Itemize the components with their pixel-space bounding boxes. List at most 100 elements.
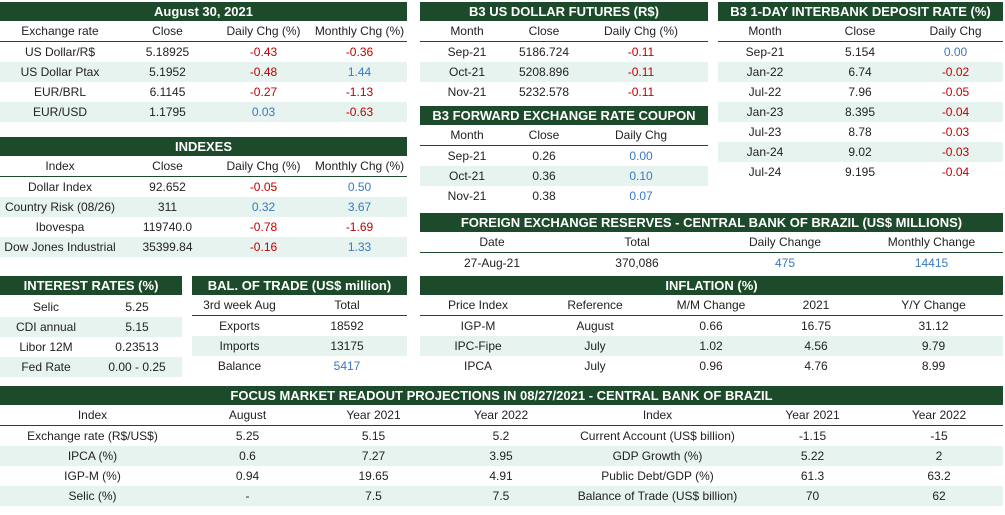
- column-header: Index: [77, 408, 108, 422]
- table-cell: August: [576, 319, 614, 333]
- header-row: Date Total Daily Change Monthly Change: [420, 232, 1003, 253]
- table-cell: 27-Aug-21: [463, 256, 521, 270]
- table-row: IGP-M August 0.66 16.75 31.12: [420, 316, 1003, 336]
- table-cell: Oct-21: [448, 65, 485, 79]
- table-cell: 1.44: [347, 65, 372, 79]
- table-cell: Selic (%): [68, 489, 117, 503]
- table-cell: 0.00: [629, 149, 653, 163]
- table-cell: Dollar Index: [27, 180, 93, 194]
- column-header: Monthly Chg (%): [314, 24, 405, 38]
- table-cell: 0.6: [239, 449, 256, 463]
- table-cell: IGP-M (%): [64, 469, 121, 483]
- table-cell: 0.00 - 0.25: [108, 360, 166, 374]
- table-cell: -0.03: [941, 145, 970, 159]
- table-cell: CDI annual: [15, 320, 77, 334]
- table-row: Imports 13175: [192, 336, 407, 356]
- table-cell: 0.96: [699, 359, 723, 373]
- table-title: INDEXES: [0, 137, 407, 156]
- table-cell: 19.65: [358, 469, 389, 483]
- table-row: Jul-23 8.78 -0.03: [718, 122, 1003, 142]
- table-row: Nov-21 0.38 0.07: [420, 186, 708, 206]
- table-cell: Sep-21: [745, 45, 785, 59]
- table-cell: 31.12: [918, 319, 949, 333]
- column-header: Index: [45, 159, 75, 173]
- table-cell: -0.43: [249, 45, 278, 59]
- table-row: Oct-21 0.36 0.10: [420, 166, 708, 186]
- table-panel: B3 FORWARD EXCHANGE RATE COUPON Month Clos…: [420, 106, 708, 206]
- table-cell: 7.5: [365, 489, 382, 503]
- column-header: Month: [748, 24, 782, 38]
- column-header: Monthly Chg (%): [314, 159, 405, 173]
- table-cell: -0.04: [941, 165, 970, 179]
- table-cell: -0.05: [249, 180, 278, 194]
- table-cell: 5.18925: [145, 45, 190, 59]
- table-cell: Current Account (US$ billion): [580, 429, 735, 443]
- table-row: Dollar Index 92.652 -0.05 0.50: [0, 177, 407, 197]
- column-header: 3rd week Aug: [203, 298, 276, 312]
- table-cell: 3.95: [489, 449, 513, 463]
- table-cell: 8.395: [844, 105, 876, 119]
- table-cell: -1.13: [345, 85, 374, 99]
- column-header: Daily Chg (%): [603, 24, 678, 38]
- table-cell: -0.27: [249, 85, 278, 99]
- table-cell: IPCA: [463, 359, 492, 373]
- table-cell: Selic: [32, 300, 59, 314]
- table-cell: -0.03: [941, 125, 970, 139]
- table-cell: 62: [932, 489, 946, 503]
- table-cell: -0.36: [345, 45, 374, 59]
- column-header: Year 2021: [346, 408, 401, 422]
- table-row: Ibovespa 119740.0 -0.78 -1.69: [0, 217, 407, 237]
- table-cell: -0.11: [627, 65, 655, 79]
- table-cell: 5186.724: [518, 45, 570, 59]
- table-title: INTEREST RATES (%): [0, 276, 182, 295]
- column-header: Daily Chg: [614, 128, 668, 142]
- table-cell: EUR/BRL: [33, 85, 86, 99]
- table-cell: -0.63: [345, 105, 374, 119]
- table-cell: 5.1952: [149, 65, 186, 79]
- table-cell: Nov-21: [447, 189, 487, 203]
- table-cell: US Dollar/R$: [24, 45, 96, 59]
- table-cell: 5208.896: [518, 65, 570, 79]
- table-row: Exports 18592: [192, 316, 407, 336]
- table-cell: 18592: [330, 319, 364, 333]
- table-cell: 9.79: [921, 339, 946, 353]
- table-row: Exchange rate (R$/US$) 5.25 5.15 5.2 Current…: [0, 426, 1003, 446]
- table-row: Selic 5.25: [0, 297, 182, 317]
- table-cell: IGP-M: [460, 319, 496, 333]
- table-panel: B3 1-DAY INTERBANK DEPOSIT RATE (%) Month…: [718, 2, 1003, 182]
- table-cell: 5.15: [361, 429, 386, 443]
- table-row: Jul-24 9.195 -0.04: [718, 162, 1003, 182]
- header-row: Price Index Reference M/M Change 2021 Y/Y Ch…: [420, 295, 1003, 316]
- table-cell: 0.66: [699, 319, 723, 333]
- table-cell: EUR/USD: [32, 105, 87, 119]
- table-panel: INDEXES Index Close Daily Chg (%) Monthly Ch…: [0, 137, 407, 257]
- table-row: US Dollar/R$ 5.18925 -0.43 -0.36: [0, 42, 407, 62]
- header-row: Month Close Daily Chg: [420, 125, 708, 146]
- table-cell: -0.78: [249, 220, 278, 234]
- table-cell: 8.78: [848, 125, 872, 139]
- table-cell: 7.5: [492, 489, 510, 503]
- table-cell: 7.96: [848, 85, 872, 99]
- table-cell: 5232.578: [518, 85, 570, 99]
- column-header: Month: [450, 24, 484, 38]
- table-cell: 5.15: [125, 320, 149, 334]
- table-row: CDI annual 5.15: [0, 317, 182, 337]
- table-cell: 0.23513: [115, 340, 159, 354]
- table-cell: Jul-22: [748, 85, 782, 99]
- table-cell: 2: [935, 449, 943, 463]
- table-cell: July: [584, 339, 606, 353]
- table-cell: US Dollar Ptax: [20, 65, 100, 79]
- header-row: Exchange rate Close Daily Chg (%) Monthly C…: [0, 21, 407, 42]
- column-header: Month: [450, 128, 484, 142]
- column-header: Daily Chg (%): [226, 24, 301, 38]
- table-cell: 6.1145: [149, 85, 186, 99]
- table-row: Oct-21 5208.896 -0.11: [420, 62, 708, 82]
- table-cell: Balance: [217, 359, 262, 373]
- table-cell: Libor 12M: [19, 340, 73, 354]
- column-header: Index: [642, 408, 673, 422]
- table-row: Jan-24 9.02 -0.03: [718, 142, 1003, 162]
- header-row: Index Close Daily Chg (%) Monthly Chg (%): [0, 156, 407, 177]
- table-cell: 5.154: [844, 45, 876, 59]
- table-cell: 63.2: [927, 469, 951, 483]
- table-cell: Jul-24: [748, 165, 782, 179]
